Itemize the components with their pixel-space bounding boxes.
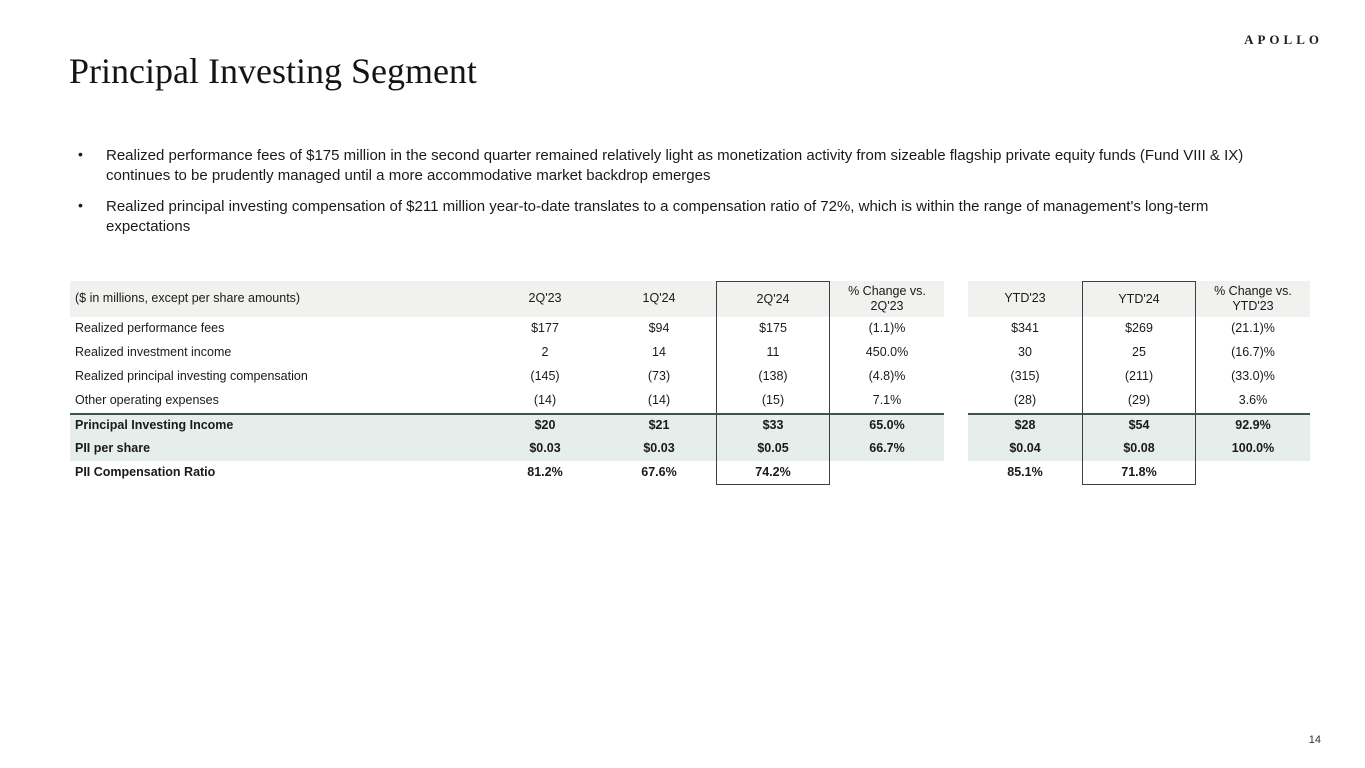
table-cell: $0.05 (716, 437, 830, 461)
table-cell: $0.03 (488, 437, 602, 461)
table-cell: $177 (531, 321, 559, 336)
table-cell: (14) (533, 393, 557, 408)
table-cell: $54 (1082, 413, 1196, 437)
bullet-list: • Realized performance fees of $175 mill… (76, 146, 1288, 248)
table-cell: 85.1% (1007, 465, 1043, 480)
table-cell: $28 (968, 413, 1082, 437)
table-cell: $33 (716, 413, 830, 437)
row-label: Realized principal investing compensatio… (75, 369, 308, 384)
column-header: 2Q'24 (716, 281, 830, 317)
row-label: PII per share (70, 437, 488, 461)
table-cell: 92.9% (1196, 413, 1310, 437)
financials-table: ($ in millions, except per share amounts… (70, 281, 1310, 485)
column-header: % Change vs. YTD'23 (1196, 281, 1310, 317)
table-cell: 100.0% (1196, 437, 1310, 461)
table-cell: 71.8% (1082, 461, 1196, 485)
table-cell: (4.8)% (868, 369, 906, 384)
table-cell: 450.0% (865, 345, 909, 360)
table-cell: 30 (1018, 345, 1032, 360)
page-number: 14 (1308, 734, 1321, 746)
table-cell: $269 (1082, 317, 1196, 341)
row-label: Realized investment income (75, 345, 232, 360)
table-cell: (21.1)% (1231, 321, 1275, 336)
table-cell: $20 (488, 413, 602, 437)
table-cell: (15) (716, 389, 830, 413)
table-cell: 74.2% (716, 461, 830, 485)
row-label: PII Compensation Ratio (75, 465, 216, 480)
bullet-item: • Realized principal investing compensat… (76, 197, 1288, 236)
table-cell (830, 461, 944, 485)
column-gap (944, 317, 968, 341)
table-cell: (28) (1013, 393, 1037, 408)
table-cell: (315) (1010, 369, 1040, 384)
bullet-item: • Realized performance fees of $175 mill… (76, 146, 1288, 185)
table-cell: $0.04 (968, 437, 1082, 461)
page-title: Principal Investing Segment (69, 51, 477, 91)
table-cell: $175 (716, 317, 830, 341)
column-header: YTD'23 (968, 281, 1082, 317)
bullet-icon: • (78, 146, 83, 162)
table-cell (1196, 461, 1310, 485)
table-caption: ($ in millions, except per share amounts… (70, 281, 488, 317)
column-gap (944, 281, 968, 317)
table-cell: (1.1)% (868, 321, 906, 336)
table-cell: 66.7% (830, 437, 944, 461)
column-header: 1Q'24 (602, 281, 716, 317)
table-cell: (145) (530, 369, 560, 384)
table-cell: (73) (647, 369, 671, 384)
table-cell: $21 (602, 413, 716, 437)
column-gap (944, 461, 968, 485)
bullet-icon: • (78, 197, 83, 213)
apollo-logo: APOLLO (1244, 32, 1323, 47)
bullet-text: Realized principal investing compensatio… (106, 198, 1209, 235)
table-cell: $0.08 (1082, 437, 1196, 461)
column-header: 2Q'23 (488, 281, 602, 317)
column-gap (944, 437, 968, 461)
table-cell: 25 (1082, 341, 1196, 365)
row-label: Other operating expenses (75, 393, 219, 408)
table-cell: (16.7)% (1231, 345, 1275, 360)
column-gap (944, 389, 968, 413)
column-gap (944, 365, 968, 389)
table-cell: 2 (541, 345, 549, 360)
table-cell: (211) (1082, 365, 1196, 389)
table-cell: (138) (716, 365, 830, 389)
column-header: YTD'24 (1082, 281, 1196, 317)
table-cell: $341 (1011, 321, 1039, 336)
row-label: Principal Investing Income (70, 413, 488, 437)
row-label: Realized performance fees (75, 321, 225, 336)
column-gap (944, 413, 968, 437)
table-cell: $94 (648, 321, 670, 336)
table-cell: 81.2% (527, 465, 563, 480)
table-cell: (14) (647, 393, 671, 408)
table-cell: 14 (652, 345, 666, 360)
table-cell: $0.03 (602, 437, 716, 461)
column-gap (944, 341, 968, 365)
table-cell: (29) (1082, 389, 1196, 413)
bullet-text: Realized performance fees of $175 millio… (106, 147, 1244, 184)
table-cell: 65.0% (830, 413, 944, 437)
table-cell: 11 (716, 341, 830, 365)
table-cell: 67.6% (641, 465, 677, 480)
table-cell: 3.6% (1238, 393, 1268, 408)
table-cell: (33.0)% (1231, 369, 1275, 384)
column-header: % Change vs. 2Q'23 (830, 281, 944, 317)
table-cell: 7.1% (872, 393, 902, 408)
